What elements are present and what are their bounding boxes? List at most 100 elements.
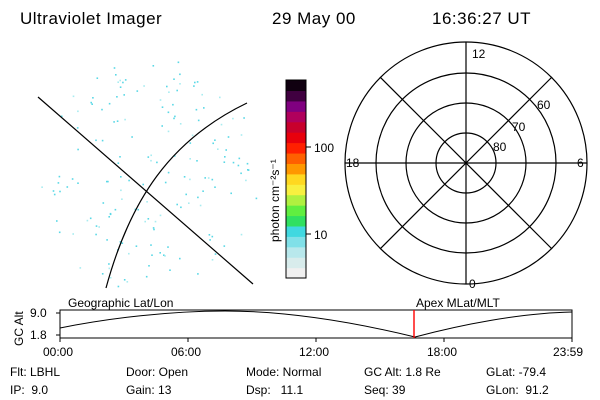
noise-dot xyxy=(115,74,117,76)
noise-dot xyxy=(95,139,97,142)
noise-dot xyxy=(189,158,191,160)
noise-dot xyxy=(224,156,226,158)
color-bar-band xyxy=(286,132,306,144)
noise-dot xyxy=(113,121,115,123)
noise-dot xyxy=(167,246,169,248)
noise-dot xyxy=(137,208,139,211)
noise-dot xyxy=(152,65,155,67)
noise-dot xyxy=(119,86,122,88)
noise-dot xyxy=(243,117,245,119)
noise-dot xyxy=(168,91,170,93)
colorbar-unit-label: photon cm⁻²s⁻¹ xyxy=(268,159,282,242)
noise-dot xyxy=(95,225,98,227)
noise-dot xyxy=(189,178,191,181)
noise-dot xyxy=(59,190,61,193)
noise-dot xyxy=(209,239,211,241)
noise-dot xyxy=(128,179,130,182)
noise-dot xyxy=(214,253,217,255)
mlt-label-6: 6 xyxy=(577,156,584,170)
noise-dot xyxy=(119,79,121,82)
status-mode: Mode: Normal xyxy=(246,365,322,379)
noise-dot xyxy=(161,106,164,108)
noise-dot xyxy=(56,220,58,222)
noise-dot xyxy=(240,172,242,175)
noise-dot xyxy=(72,233,74,235)
noise-dot xyxy=(238,157,241,160)
noise-dot xyxy=(189,142,192,144)
colorbar-tick-label-10: 10 xyxy=(314,228,328,242)
noise-dot xyxy=(117,285,120,288)
status-door: Door: Open xyxy=(126,365,189,379)
noise-dot xyxy=(121,242,124,244)
noise-dot xyxy=(95,233,97,236)
noise-dot xyxy=(113,67,116,69)
status-dsp: Dsp: 11.1 xyxy=(246,383,304,397)
noise-dot xyxy=(159,99,162,101)
noise-dot xyxy=(232,117,234,120)
noise-dot xyxy=(114,208,117,211)
noise-dot xyxy=(245,179,247,182)
timeline-frame xyxy=(59,309,573,339)
noise-dot xyxy=(179,83,181,85)
noise-dot xyxy=(191,134,194,137)
noise-dot xyxy=(167,111,170,114)
noise-dot xyxy=(197,196,199,199)
noise-dot xyxy=(122,81,124,84)
noise-dot xyxy=(196,160,198,162)
color-bar-band xyxy=(286,100,306,112)
noise-dot xyxy=(72,95,75,98)
polar-plot xyxy=(344,41,588,285)
noise-dot xyxy=(217,148,219,150)
color-bar-band xyxy=(286,184,306,196)
noise-dot xyxy=(136,90,139,92)
instrument-title: Ultraviolet Imager xyxy=(20,9,163,28)
color-bar-band xyxy=(286,173,306,185)
noise-dot xyxy=(142,183,144,186)
noise-dot xyxy=(161,125,163,127)
noise-dot xyxy=(77,148,79,151)
noise-dot xyxy=(227,136,230,138)
noise-dot xyxy=(102,202,105,204)
noise-dot xyxy=(219,96,221,99)
noise-dot xyxy=(108,102,111,105)
noise-dot xyxy=(109,213,112,216)
mlat-label-80: 80 xyxy=(493,140,507,154)
noise-dot xyxy=(176,89,178,92)
noise-dot xyxy=(193,85,195,87)
noise-dot xyxy=(126,281,129,283)
noise-dot xyxy=(167,130,170,133)
color-bar-band xyxy=(286,80,306,92)
noise-dot xyxy=(116,96,118,98)
noise-dot xyxy=(232,161,235,164)
color-bar-band xyxy=(286,205,306,217)
noise-dot xyxy=(167,171,170,174)
noise-dot xyxy=(151,254,153,256)
noise-dot xyxy=(174,115,176,118)
status-ip: IP: 9.0 xyxy=(10,383,49,397)
apex-label: Apex MLat/MLT xyxy=(416,296,500,310)
noise-dot xyxy=(203,107,205,109)
noise-dot xyxy=(131,136,133,138)
color-bar-band xyxy=(286,225,306,237)
noise-dot xyxy=(199,204,202,207)
noise-dot xyxy=(201,93,203,96)
noise-dot xyxy=(57,182,60,184)
noise-dot xyxy=(194,81,196,84)
gc-alt-axis-title: GC Alt xyxy=(12,311,26,346)
color-bar-band xyxy=(286,236,306,248)
noise-dot xyxy=(202,190,204,192)
noise-dot xyxy=(117,162,120,164)
noise-dot xyxy=(211,235,214,238)
mlt-label-18: 18 xyxy=(346,156,360,170)
color-bar-band xyxy=(286,152,306,164)
colorbar-tick-label-100: 100 xyxy=(314,141,335,155)
noise-dot xyxy=(135,245,138,247)
date-label: 29 May 00 xyxy=(272,9,356,28)
noise-dot xyxy=(230,192,232,195)
noise-dot xyxy=(169,269,171,271)
noise-dot xyxy=(172,103,174,106)
noise-dot xyxy=(179,123,182,125)
noise-dot xyxy=(176,203,178,206)
color-bar-band xyxy=(286,194,306,206)
noise-dot xyxy=(148,265,150,267)
